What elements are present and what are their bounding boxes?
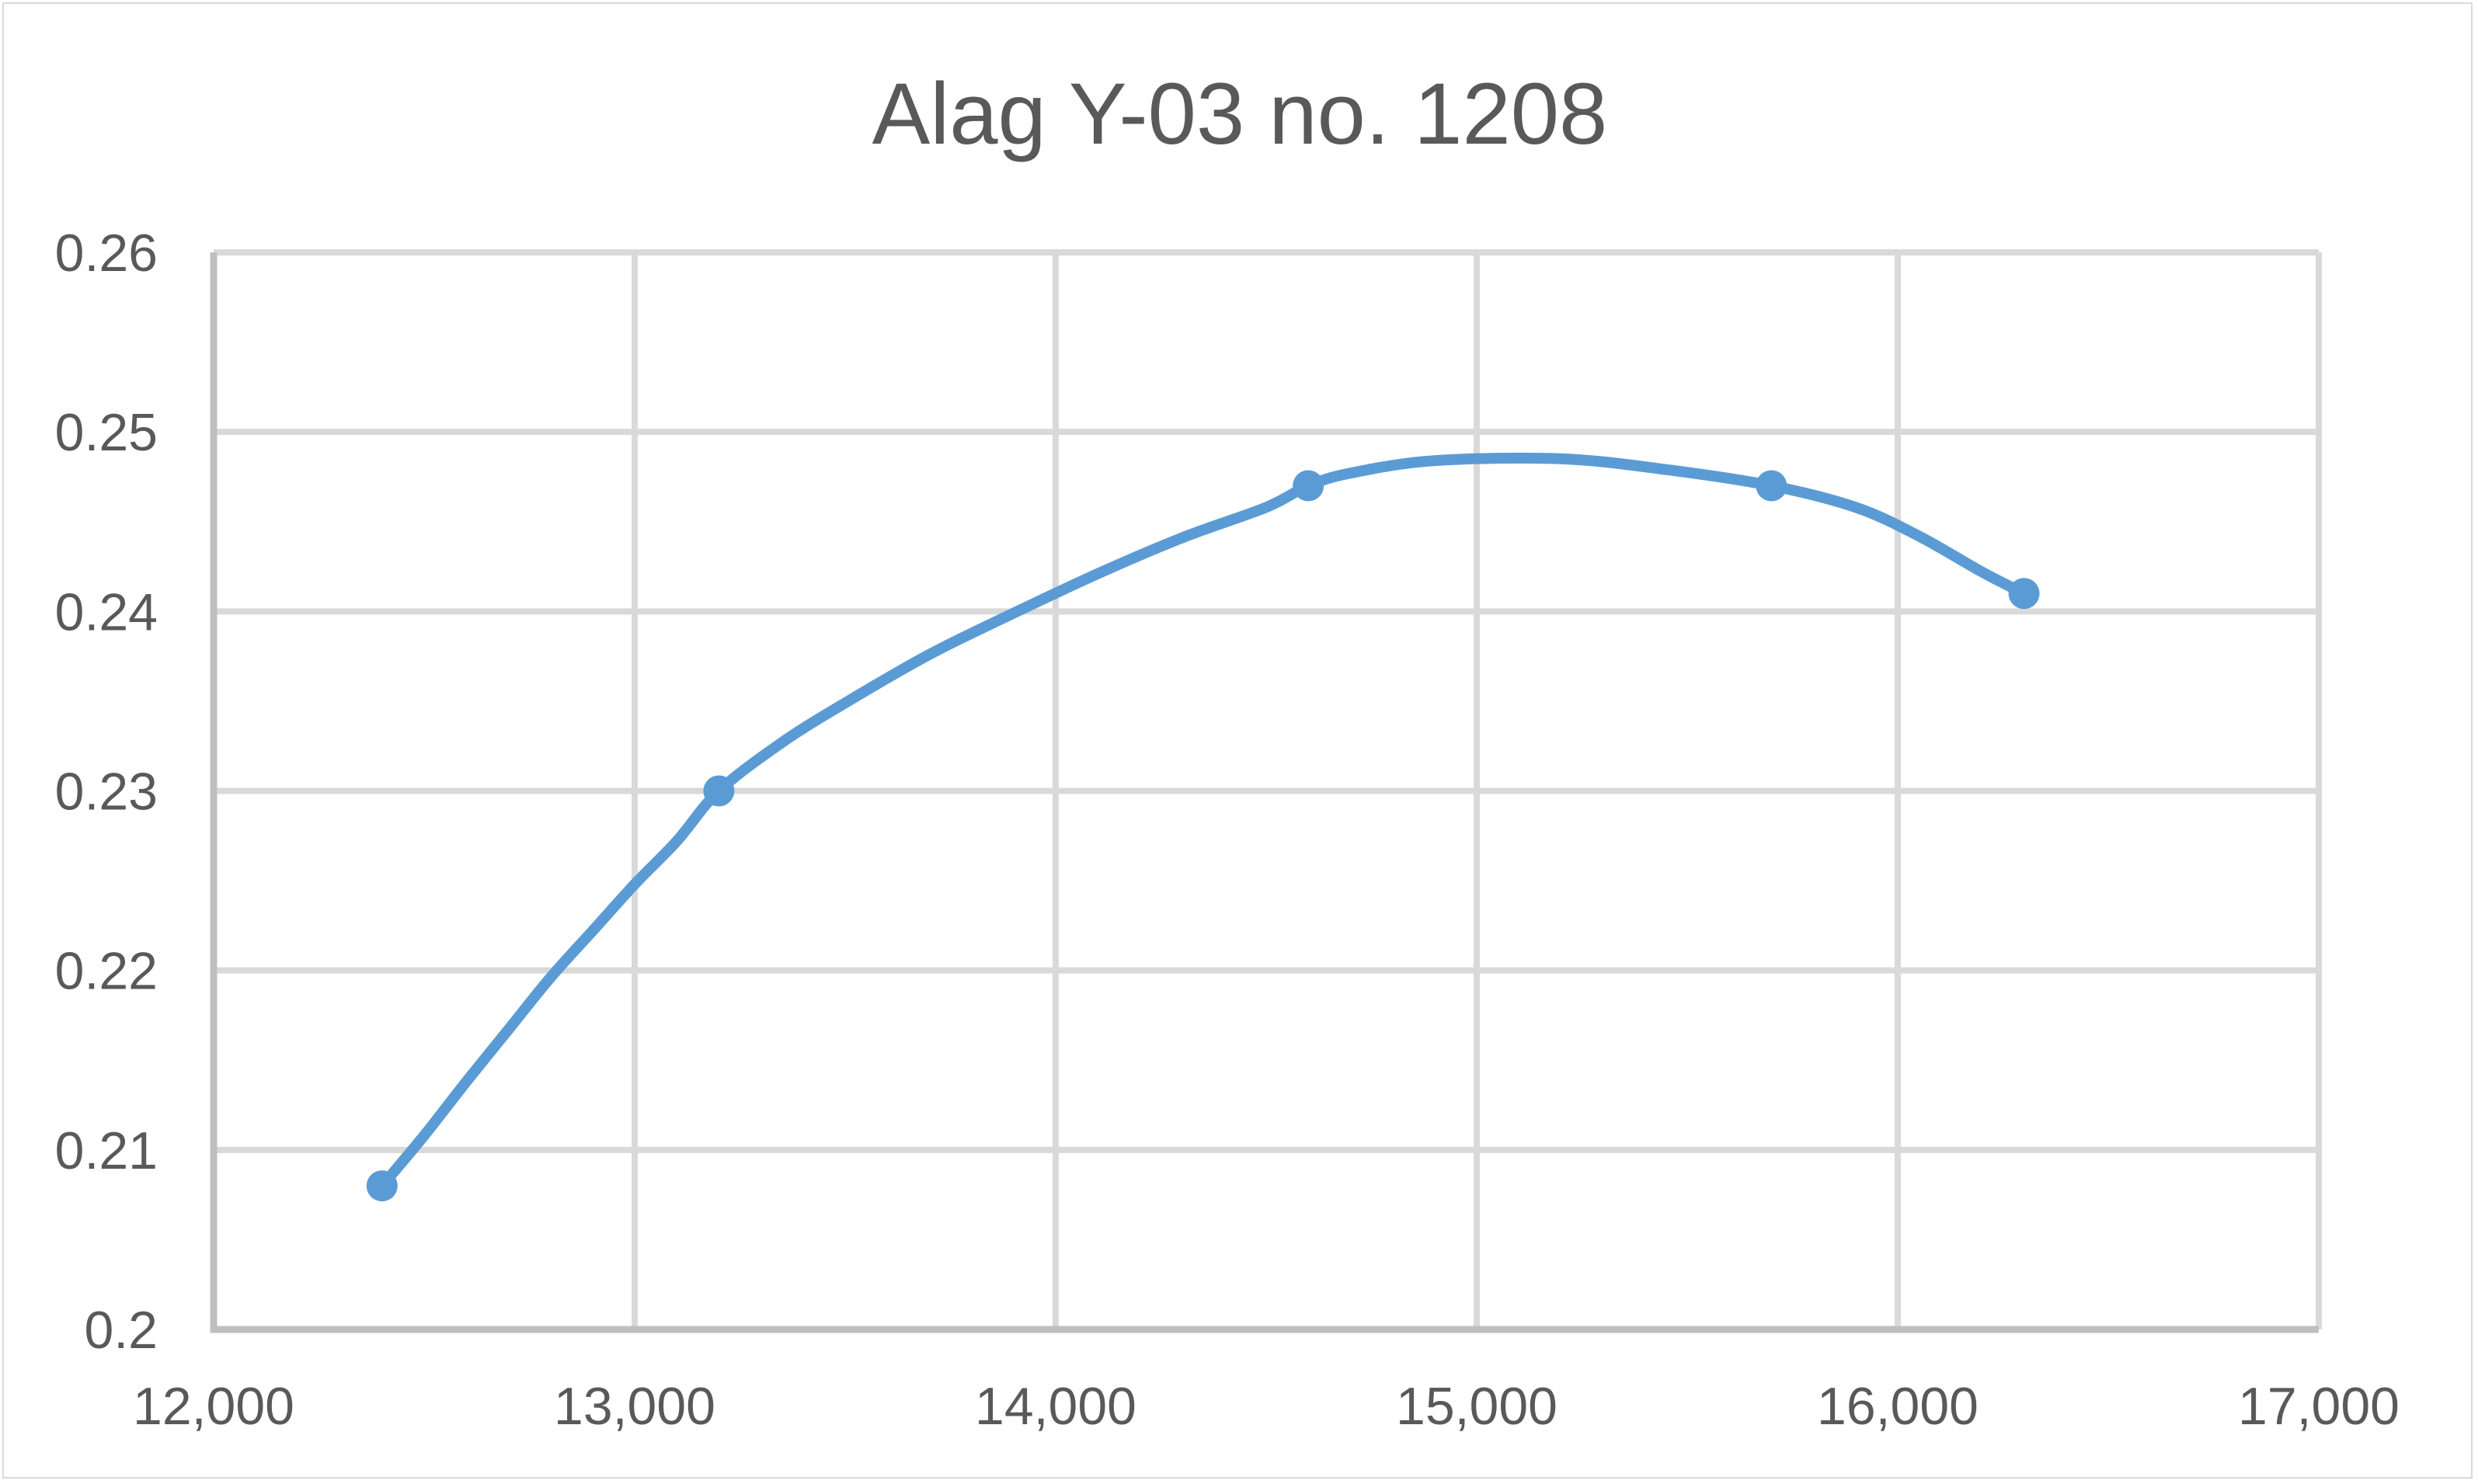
data-markers bbox=[366, 470, 2040, 1202]
y-tick-label: 0.22 bbox=[55, 942, 158, 1001]
y-tick-label: 0.24 bbox=[55, 582, 158, 641]
x-axis-tick-labels: 12,000 13,000 14,000 15,000 16,000 17,000 bbox=[133, 1377, 2400, 1436]
series-line bbox=[376, 452, 2030, 1192]
y-axis-tick-labels: 0.2 0.21 0.22 0.23 0.24 0.25 0.26 bbox=[55, 224, 158, 1360]
x-tick-label: 15,000 bbox=[1396, 1377, 1557, 1436]
axes bbox=[210, 252, 2319, 1333]
y-tick-label: 0.25 bbox=[55, 403, 158, 462]
x-tick-label: 12,000 bbox=[133, 1377, 294, 1436]
data-point-marker bbox=[1756, 470, 1787, 502]
y-tick-label: 0.26 bbox=[55, 224, 158, 283]
data-point-marker bbox=[2008, 578, 2040, 610]
y-tick-label: 0.2 bbox=[84, 1301, 158, 1360]
gridlines bbox=[214, 249, 2322, 1329]
x-tick-label: 17,000 bbox=[2238, 1377, 2400, 1436]
data-point-marker bbox=[1293, 470, 1324, 502]
x-tick-label: 16,000 bbox=[1817, 1377, 1979, 1436]
x-tick-label: 14,000 bbox=[975, 1377, 1136, 1436]
y-tick-label: 0.23 bbox=[55, 763, 158, 822]
data-point-marker bbox=[703, 775, 735, 807]
data-point-marker bbox=[366, 1170, 398, 1202]
chart-title: Alag Y-03 no. 1208 bbox=[872, 65, 1608, 162]
x-tick-label: 13,000 bbox=[554, 1377, 715, 1436]
y-tick-label: 0.21 bbox=[55, 1121, 158, 1180]
series-layer bbox=[376, 452, 2030, 1192]
